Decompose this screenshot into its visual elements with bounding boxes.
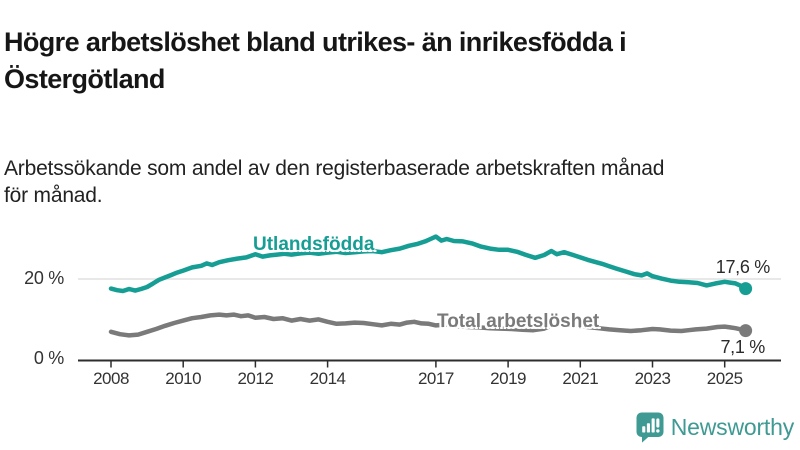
series-end-dot-1 xyxy=(739,324,753,338)
x-axis-label: 2019 xyxy=(490,369,527,388)
chart-subtitle-line-1: Arbetssökande som andel av den registerb… xyxy=(4,157,665,180)
page-title: Högre arbetslöshet bland utrikes- än inr… xyxy=(4,24,796,98)
end-value-label-utlandsfodda: 17,6 % xyxy=(715,257,771,277)
x-axis-label: 2021 xyxy=(562,369,599,388)
end-value-label-total: 7,1 % xyxy=(720,337,765,357)
chart-subtitle: Arbetssökande som andel av den registerb… xyxy=(4,155,796,209)
brand-wordmark: Newsworthy xyxy=(670,414,794,440)
chart-subtitle-line-2: för månad. xyxy=(4,184,103,207)
series-label-utlandsfodda: Utlandsfödda xyxy=(253,234,375,255)
page-title-line-1: Högre arbetslöshet bland utrikes- än inr… xyxy=(4,27,627,58)
x-axis-label: 2025 xyxy=(706,369,743,388)
x-axis-label: 2014 xyxy=(309,369,346,388)
x-axis-label: 2008 xyxy=(93,369,129,388)
x-axis-label: 2010 xyxy=(165,369,202,388)
series-end-dot-0 xyxy=(739,282,753,296)
x-axis-label: 2023 xyxy=(634,369,671,388)
newsworthy-logo-icon xyxy=(636,412,664,443)
series-label-total-arbetsloshet: Total arbetslöshet xyxy=(437,311,600,332)
page-title-line-2: Östergötland xyxy=(4,64,165,95)
series-line-0 xyxy=(108,234,748,294)
x-axis-label: 2012 xyxy=(237,369,274,388)
brand-footer-link[interactable]: Newsworthy xyxy=(636,412,794,443)
y-axis-label-20: 20 % xyxy=(24,268,64,288)
series-line-1 xyxy=(108,312,748,338)
x-axis-label: 2017 xyxy=(417,369,454,388)
y-axis-label-0: 0 % xyxy=(33,348,64,368)
